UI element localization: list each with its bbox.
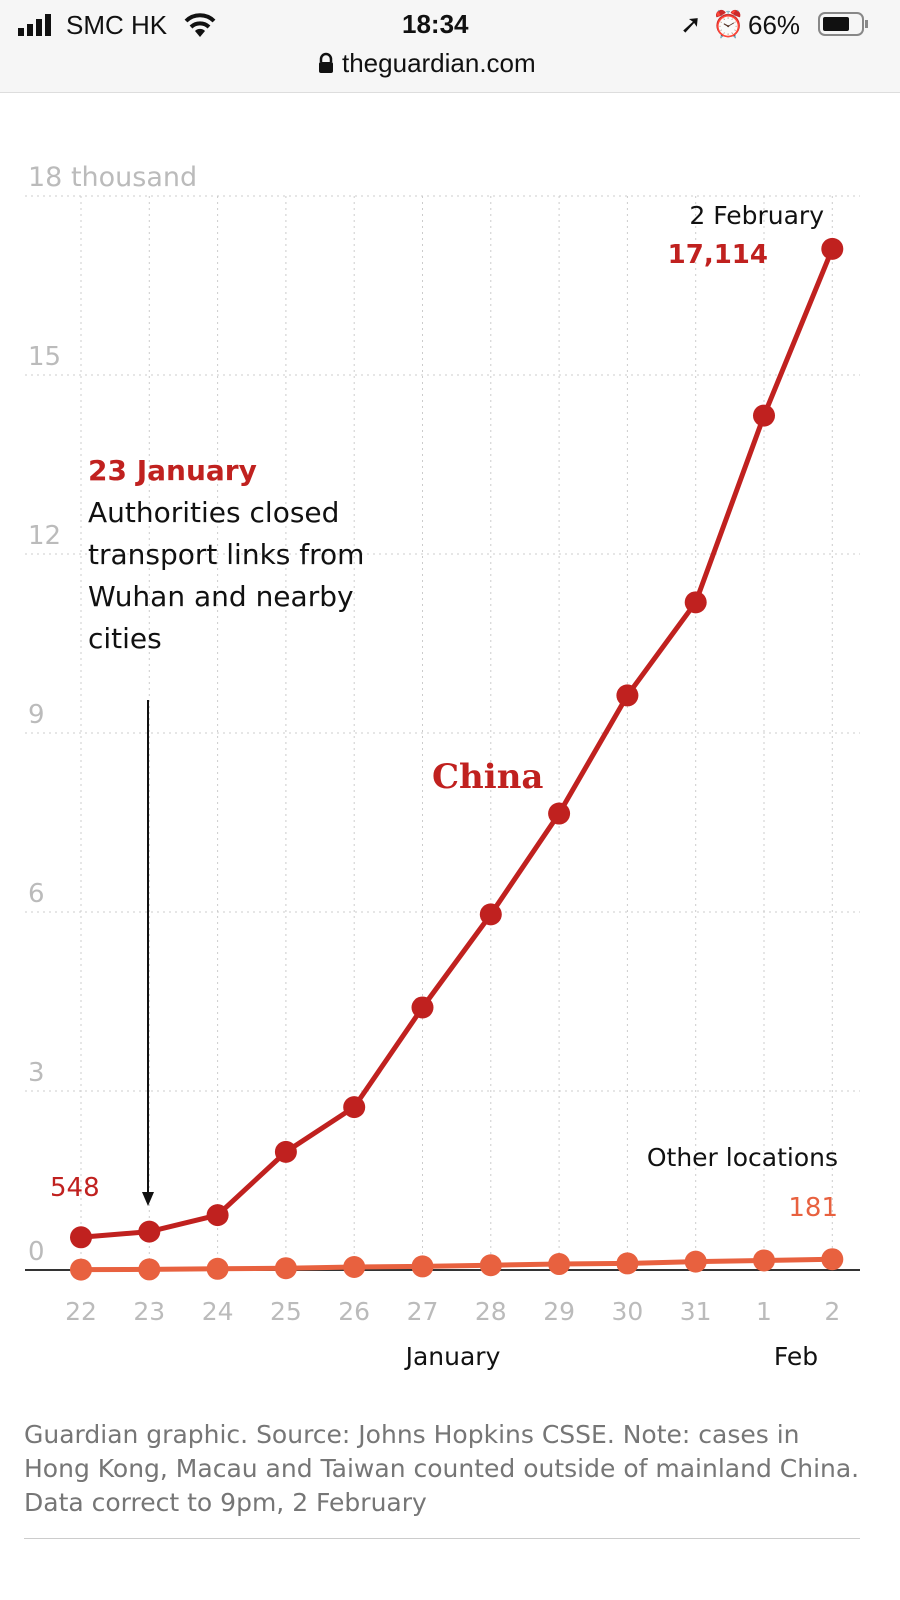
data-point	[411, 1255, 434, 1278]
x-tick-label: 28	[475, 1297, 507, 1326]
start-value-label: 548	[50, 1173, 100, 1203]
data-point	[684, 1250, 707, 1273]
lockdown-date: 23 January	[88, 454, 257, 487]
data-point	[821, 237, 844, 260]
carrier: SMC HK	[66, 10, 168, 40]
data-point	[343, 1096, 366, 1119]
data-point	[684, 591, 707, 614]
x-tick-label: 31	[680, 1297, 712, 1326]
y-unit-label: 18 thousand	[28, 162, 197, 193]
data-point	[479, 1254, 502, 1277]
battery-percent: 66%	[748, 10, 801, 40]
x-tick-label: 24	[202, 1297, 234, 1326]
clock: 18:34	[402, 9, 469, 39]
arrow-head-icon	[142, 1192, 154, 1206]
lockdown-text-line: Authorities closed	[88, 496, 339, 529]
lockdown-text-line: cities	[88, 622, 162, 655]
end-date-label: 2 February	[689, 201, 824, 230]
data-point	[343, 1256, 366, 1279]
data-point	[70, 1226, 92, 1249]
data-point	[548, 1253, 571, 1276]
data-point	[206, 1204, 229, 1227]
x-tick-label: 22	[65, 1297, 97, 1326]
lockdown-text-line: transport links from	[88, 538, 364, 571]
data-point	[479, 903, 502, 926]
y-tick-label: 9	[28, 700, 45, 730]
signal-icon	[18, 14, 51, 36]
battery-icon	[818, 12, 868, 36]
data-point	[70, 1258, 92, 1281]
x-tick-label: 26	[338, 1297, 370, 1326]
data-point	[411, 996, 434, 1019]
x-tick-label: 23	[133, 1297, 165, 1326]
lockdown-text-line: Wuhan and nearby	[88, 580, 354, 613]
data-point	[274, 1257, 297, 1280]
x-tick-label: 27	[407, 1297, 439, 1326]
series-line-china	[80, 247, 835, 1240]
y-tick-label: 3	[28, 1058, 45, 1088]
y-tick-label: 0	[28, 1237, 45, 1267]
x-group-january: January	[404, 1342, 501, 1371]
data-point	[274, 1140, 297, 1163]
series-label-other: Other locations	[647, 1143, 838, 1172]
x-tick-label: 29	[543, 1297, 575, 1326]
data-point	[138, 1258, 161, 1281]
divider	[24, 1538, 860, 1539]
data-point	[206, 1257, 229, 1280]
data-point	[753, 404, 775, 427]
wifi-icon	[184, 13, 216, 37]
chart-footnote: Guardian graphic. Source: Johns Hopkins …	[24, 1420, 860, 1517]
x-tick-label: 2	[824, 1297, 840, 1326]
alarm-icon: ⏰	[712, 9, 745, 39]
x-tick-label: 1	[756, 1297, 772, 1326]
data-point	[616, 684, 639, 707]
x-tick-label: 30	[611, 1297, 643, 1326]
series-line-other-locations	[80, 1256, 833, 1273]
y-tick-label: 12	[28, 521, 61, 551]
data-point	[138, 1220, 161, 1243]
status-bar: SMC HK 18:34 ➚ ⏰ 66% theguardian.com	[0, 0, 900, 93]
data-point	[548, 802, 571, 825]
end-value-label: 17,114	[668, 240, 768, 270]
series-label-china: China	[432, 757, 543, 797]
y-tick-label: 15	[28, 342, 61, 372]
data-point	[753, 1249, 775, 1272]
location-icon: ➚	[680, 9, 702, 39]
data-point	[616, 1252, 639, 1275]
other-value-label: 181	[788, 1193, 838, 1223]
y-tick-label: 6	[28, 879, 45, 909]
lock-icon	[319, 52, 333, 73]
url-bar[interactable]: theguardian.com	[342, 48, 536, 78]
x-group-feb: Feb	[774, 1342, 818, 1371]
x-tick-label: 25	[270, 1297, 302, 1326]
data-point	[821, 1248, 844, 1271]
